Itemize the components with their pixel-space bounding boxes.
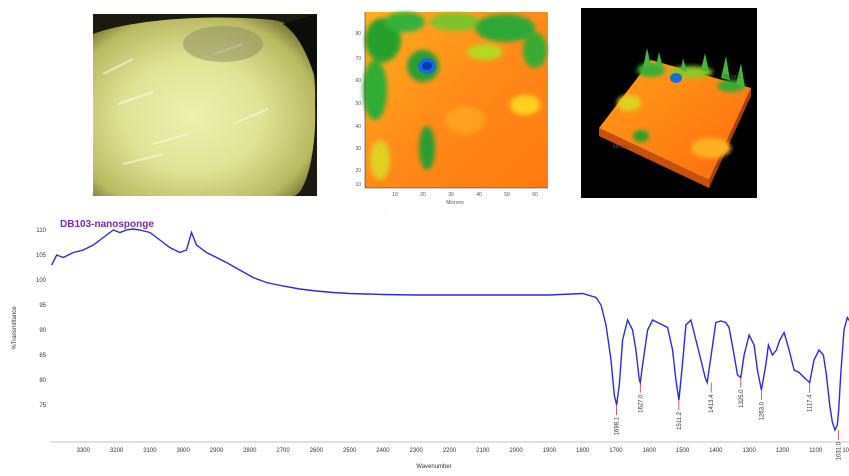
y-tick-label: 75	[39, 403, 46, 409]
spectrum-line	[51, 228, 849, 432]
map2d-x-tick: 30	[448, 192, 454, 198]
peak-label: 1698.1	[615, 416, 621, 435]
map2d-x-tick: 20	[420, 192, 426, 198]
x-tick-label: 1600	[643, 448, 657, 454]
x-tick-label: 2200	[443, 448, 457, 454]
y-tick-label: 90	[39, 328, 46, 334]
y-tick-label: 110	[36, 228, 46, 234]
x-tick-label: 1500	[676, 448, 690, 454]
x-tick-label: 2400	[376, 448, 390, 454]
peak-label: 1263.0	[759, 401, 765, 420]
x-tick-label: 2700	[276, 448, 290, 454]
x-tick-label: 2000	[509, 448, 523, 454]
map2d-x-label: Microns	[446, 200, 464, 206]
y-tick-label: 105	[36, 253, 47, 259]
x-tick-label: 1300	[742, 448, 756, 454]
y-ticks: 75 80 85 90 95 100 105 110	[36, 228, 47, 409]
x-tick-label: 2100	[476, 448, 490, 454]
peak-label: 1511.2	[677, 411, 683, 430]
sample-photo	[93, 14, 317, 196]
x-tick-label: 2900	[210, 448, 224, 454]
x-tick-label: 1800	[576, 448, 590, 454]
x-tick-label: 2800	[243, 448, 257, 454]
x-tick-label: 3300	[77, 448, 91, 454]
surface-map-3d: Microns Microns	[581, 8, 757, 198]
map2d-y-tick: 30	[355, 146, 361, 152]
map2d-y-ticks: 80 70 60 50 40 30 20 10	[355, 31, 361, 188]
x-axis-label: Wavenumber	[416, 464, 451, 470]
x-tick-label: 1100	[809, 448, 823, 454]
y-axis-label: %Transmittance	[12, 306, 18, 350]
map2d-y-tick: 10	[355, 182, 361, 188]
peak-label: 1413.4	[709, 394, 715, 413]
y-tick-label: 85	[39, 353, 46, 359]
x-tick-label: 2600	[310, 448, 324, 454]
x-tick-label: 1700	[609, 448, 623, 454]
peak-label: 1325.0	[739, 389, 745, 408]
peak-labels: 1698.1 1627.0 1511.2 1413.4 1325.0 1263.0 1117…	[615, 377, 843, 460]
map2d-x-tick: 60	[532, 192, 538, 198]
ir-spectrum-chart: DB103-nanosponge %Transmittance Wavenumb…	[0, 61, 849, 471]
map2d-x-tick: 10	[392, 192, 398, 198]
y-tick-label: 95	[39, 303, 46, 309]
x-tick-label: 3100	[143, 448, 157, 454]
surface-map-2d: 80 70 60 50 40 30 20 10 10 20 30 40 50 6…	[345, 10, 550, 208]
map2d-y-tick: 60	[355, 78, 361, 84]
x-tick-label: 1200	[776, 448, 790, 454]
map2d-x-tick: 40	[476, 192, 482, 198]
x-tick-label: 3000	[176, 448, 190, 454]
x-tick-label: 3200	[110, 448, 124, 454]
map2d-y-tick: 20	[355, 168, 361, 174]
map2d-y-tick: 50	[355, 101, 361, 107]
peak-label: 1117.4	[808, 394, 814, 412]
peak-label: 1031.0	[837, 441, 843, 460]
y-tick-label: 80	[39, 378, 46, 384]
map3d-axis-label: Microns	[613, 144, 631, 150]
x-tick-label: 1900	[543, 448, 557, 454]
map2d-x-ticks: 10 20 30 40 50 60	[392, 192, 538, 198]
y-tick-label: 100	[36, 278, 47, 284]
x-tick-label: 1000	[842, 448, 849, 454]
x-ticks: 3300 3200 3100 3000 2900 2800 2700 2600 2500 2400…	[77, 448, 849, 454]
map2d-y-tick: 40	[355, 124, 361, 130]
map3d-axis-label: Microns	[723, 74, 741, 80]
chart-title: DB103-nanosponge	[60, 219, 154, 230]
x-tick-label: 2500	[343, 448, 357, 454]
map2d-y-tick: 80	[355, 31, 361, 37]
map2d-y-tick: 70	[355, 56, 361, 62]
peak-label: 1627.0	[638, 394, 644, 413]
map2d-x-tick: 50	[504, 192, 510, 198]
x-tick-label: 2300	[410, 448, 424, 454]
x-tick-label: 1400	[709, 448, 723, 454]
